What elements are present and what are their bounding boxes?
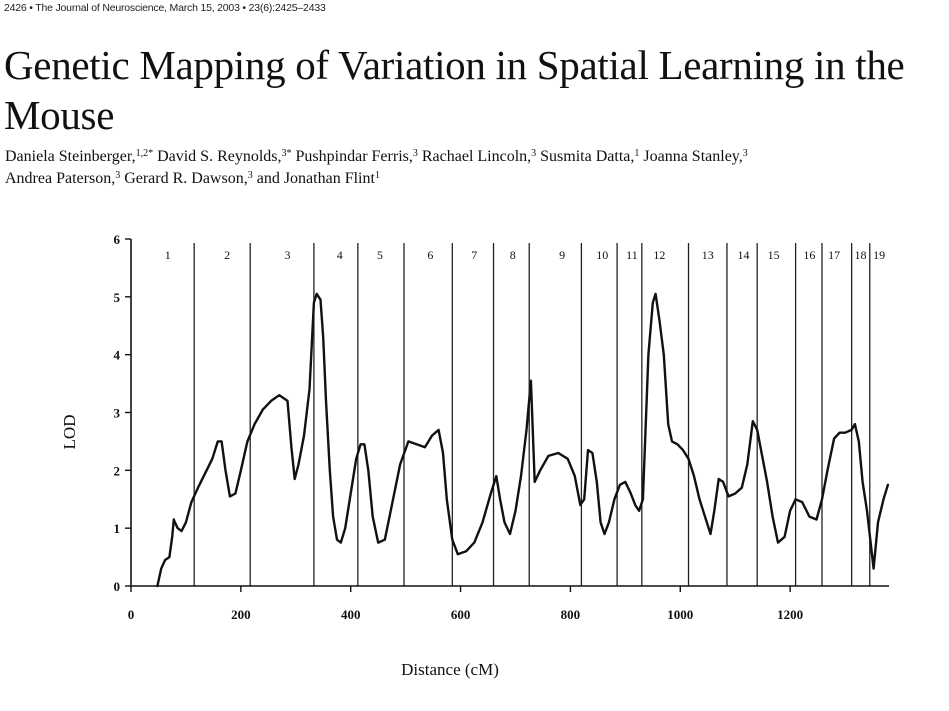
x-tick-label: 600 [451,607,471,622]
lod-series-line [156,292,890,588]
chromosome-label: 13 [702,248,714,262]
author-list: Daniela Steinberger,1,2* David S. Reynol… [5,146,949,190]
chromosome-label: 7 [471,248,477,262]
author-name: David S. Reynolds, [153,148,282,165]
chromosome-label: 12 [653,248,665,262]
author-name: Susmita Datta, [536,148,635,165]
chromosome-label: 6 [427,248,433,262]
chromosome-label: 10 [596,248,608,262]
chromosome-label: 19 [873,248,885,262]
author-line-1: Daniela Steinberger,1,2* David S. Reynol… [5,146,949,168]
y-tick-label: 0 [114,579,121,594]
chromosome-label: 18 [854,248,866,262]
author-name: Pushpindar Ferris, [291,148,413,165]
x-tick-label: 1000 [667,607,693,622]
author-affiliation-sup: 1,2* [135,148,154,159]
chromosome-label: 2 [224,248,230,262]
x-tick-label: 0 [128,607,135,622]
chromosome-label: 16 [803,248,815,262]
x-tick-label: 800 [561,607,581,622]
chromosome-label: 11 [626,248,638,262]
chromosome-label: 15 [768,248,780,262]
y-tick-label: 5 [114,290,121,305]
author-name: Andrea Paterson, [5,170,116,187]
chromosome-label: 17 [828,248,840,262]
author-name: Rachael Lincoln, [417,148,532,165]
article-title: Genetic Mapping of Variation in Spatial … [4,42,905,138]
chromosome-label: 8 [510,248,516,262]
y-tick-label: 1 [114,521,121,536]
chromosome-label: 3 [285,248,291,262]
chromosome-boundary-lines [193,243,871,586]
chart-series [156,292,890,588]
author-affiliation-sup: 3 [247,170,253,181]
author-name: and Jonathan Flint [252,170,375,187]
author-affiliation-sup: 3 [531,148,537,159]
author-affiliation-sup: 3* [281,148,292,159]
chromosome-labels: 1 2 3 4 5 6 7 8 9 10 11 12 13 14 15 16 17 18 19 [165,248,885,262]
x-tick-label: 200 [231,607,251,622]
x-tick-label: 1200 [777,607,803,622]
chromosome-label: 1 [165,248,171,262]
author-line-2: Andrea Paterson,3 Gerard R. Dawson,3 and… [5,168,949,190]
y-tick-label: 6 [114,232,121,247]
chromosome-label: 4 [337,248,343,262]
author-affiliation-sup: 3 [115,170,121,181]
author-affiliation-sup: 3 [742,148,748,159]
author-affiliation-sup: 1 [374,170,380,181]
chromosome-label: 9 [559,248,565,262]
y-tick-label: 4 [114,348,121,363]
running-header: 2426 • The Journal of Neuroscience, Marc… [4,2,326,14]
author-name: Joanna Stanley, [639,148,743,165]
y-tick-label: 3 [114,406,121,421]
author-name: Gerard R. Dawson, [120,170,248,187]
x-axis-label: Distance (cM) [401,660,499,679]
chromosome-label: 5 [377,248,383,262]
author-affiliation-sup: 3 [412,148,418,159]
chromosome-label: 14 [737,248,749,262]
x-tick-label: 400 [341,607,361,622]
author-name: Daniela Steinberger, [5,148,136,165]
y-axis-label: LOD [60,415,79,450]
y-tick-label: 2 [114,463,121,478]
author-affiliation-sup: 1 [634,148,640,159]
